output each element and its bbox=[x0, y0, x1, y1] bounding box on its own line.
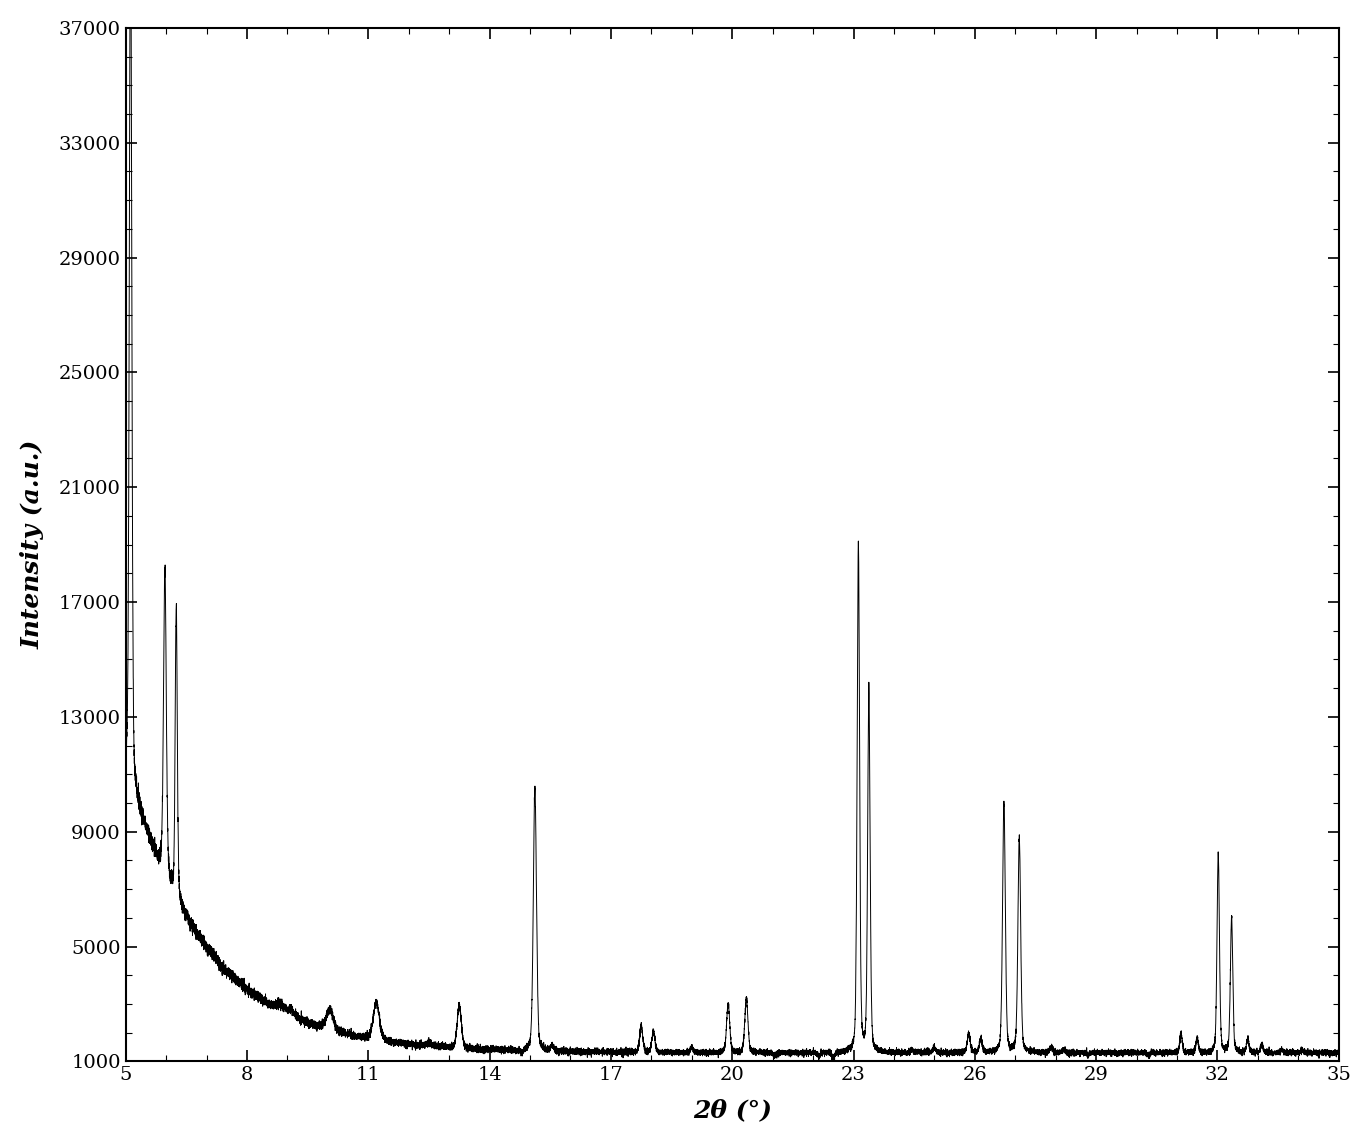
Y-axis label: Intensity (a.u.): Intensity (a.u.) bbox=[21, 440, 45, 649]
X-axis label: 2θ (°): 2θ (°) bbox=[693, 1098, 771, 1122]
